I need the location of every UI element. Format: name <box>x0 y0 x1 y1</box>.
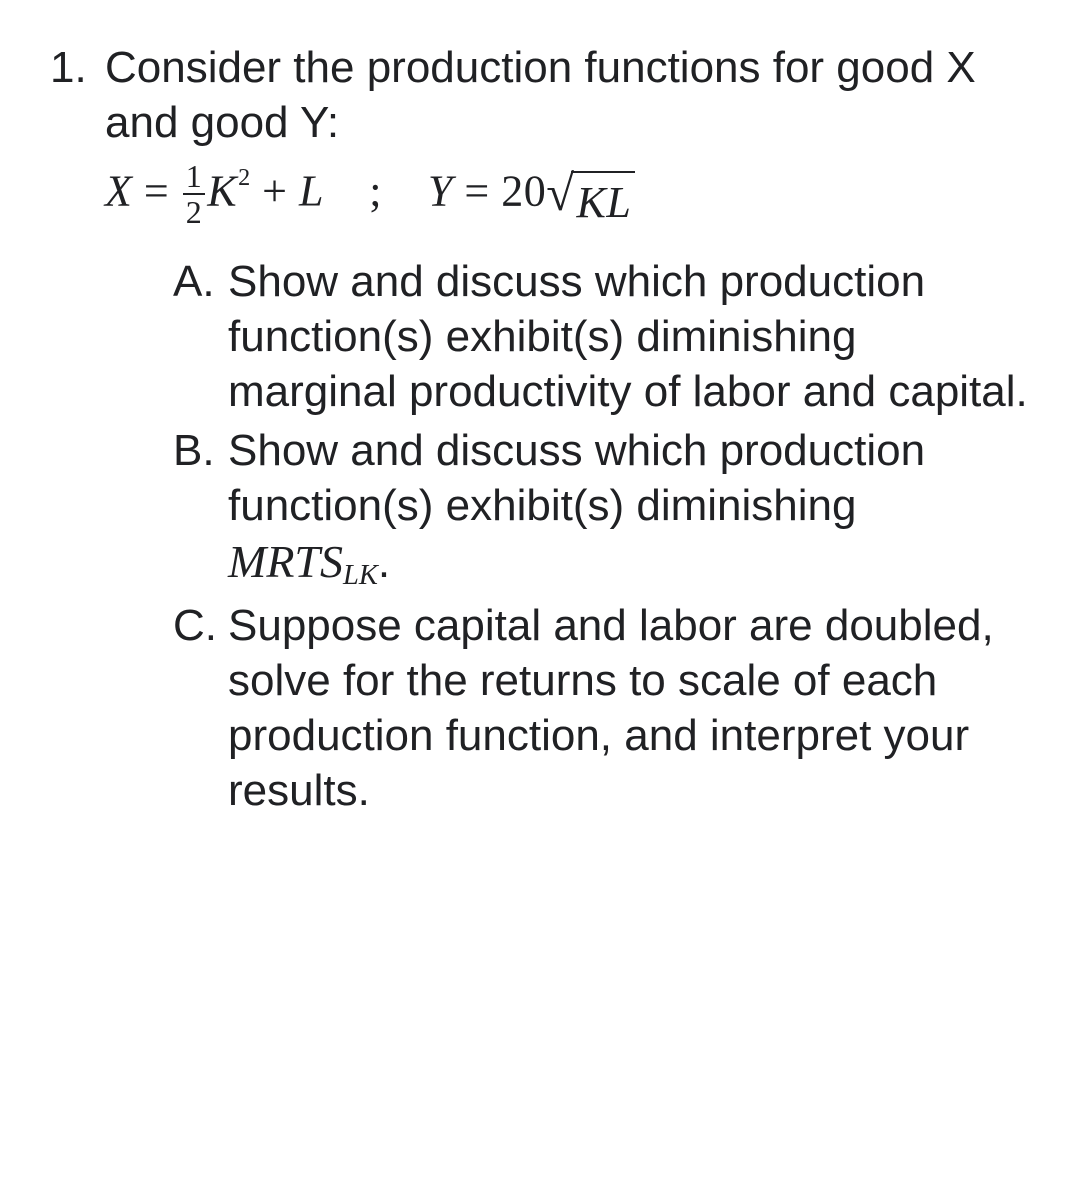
eq-L: L <box>299 166 323 215</box>
eq-equals-2: = <box>464 166 489 215</box>
eq-coef: 20 <box>501 166 546 215</box>
part-a: A. Show and discuss which production fun… <box>173 254 1030 419</box>
part-b: B. Show and discuss which production fun… <box>173 423 1030 594</box>
part-b-text-before: Show and discuss which production functi… <box>228 426 925 530</box>
eq-x-lhs: X <box>105 166 132 215</box>
eq-sqrt: √KL <box>546 171 635 230</box>
part-c: C. Suppose capital and labor are doubled… <box>173 598 1030 818</box>
eq-equals-1: = <box>144 166 169 215</box>
mrts-main: MRTS <box>228 536 343 587</box>
eq-K-exp: 2 <box>238 164 251 191</box>
eq-radicand: KL <box>571 171 636 230</box>
part-c-label: C. <box>173 598 228 653</box>
eq-fraction: 1 2 <box>183 160 206 228</box>
question-number: 1. <box>50 40 105 95</box>
eq-sep: ; <box>369 166 382 215</box>
mrts-symbol: MRTSLK <box>228 536 378 587</box>
question-stem: Consider the production functions for go… <box>105 40 1030 150</box>
part-a-label: A. <box>173 254 228 309</box>
question-row: 1. Consider the production functions for… <box>50 40 1030 822</box>
mrts-sub: LK <box>343 560 378 591</box>
part-a-text: Show and discuss which production functi… <box>228 254 1030 419</box>
eq-y-lhs: Y <box>428 166 453 215</box>
equation-line: X = 1 2 K2 + L ; Y = 20√KL <box>105 160 1030 230</box>
part-b-text: Show and discuss which production functi… <box>228 423 1030 594</box>
eq-frac-num: 1 <box>183 160 206 193</box>
question-body: Consider the production functions for go… <box>105 40 1030 822</box>
part-b-text-after: . <box>378 538 390 587</box>
eq-frac-den: 2 <box>183 193 206 228</box>
part-b-label: B. <box>173 423 228 478</box>
eq-plus: + <box>262 166 287 215</box>
parts-list: A. Show and discuss which production fun… <box>173 254 1030 818</box>
part-c-text: Suppose capital and labor are doubled, s… <box>228 598 1030 818</box>
eq-K: K <box>207 166 237 215</box>
